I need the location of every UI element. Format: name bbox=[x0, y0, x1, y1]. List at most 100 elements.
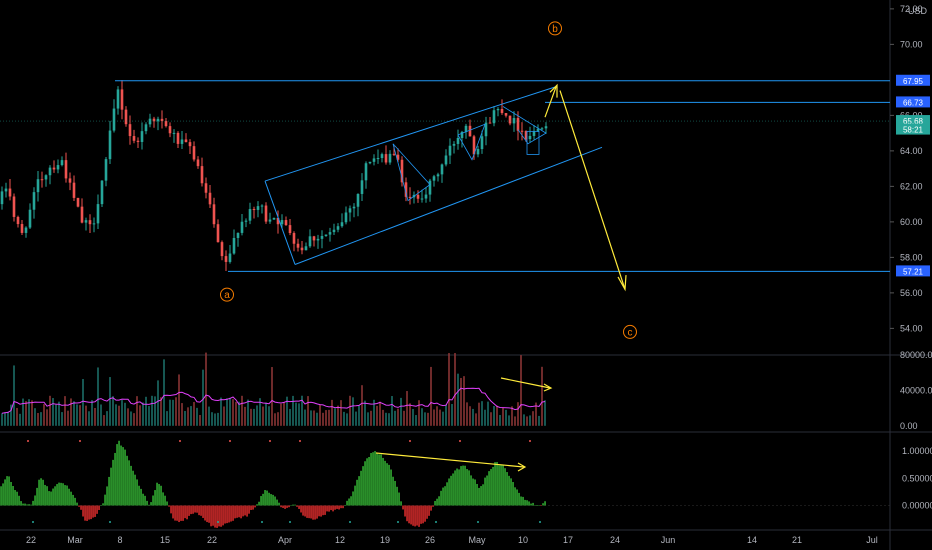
volume-bar bbox=[247, 399, 249, 426]
oscillator-bar bbox=[426, 505, 428, 519]
volume-bar bbox=[139, 405, 141, 426]
time-tick-label: 10 bbox=[518, 535, 528, 545]
oscillator-bar bbox=[130, 465, 132, 506]
oscillator-bar bbox=[246, 505, 248, 517]
volume-tick-label: 40000.00 bbox=[900, 385, 932, 395]
volume-bar bbox=[349, 395, 351, 426]
candle-body bbox=[28, 209, 32, 228]
volume-bar bbox=[529, 415, 531, 426]
oscillator-bar bbox=[16, 491, 18, 506]
candle-body bbox=[388, 153, 392, 163]
candle-body bbox=[20, 224, 24, 233]
candle-body bbox=[376, 158, 380, 160]
candle-body bbox=[340, 222, 344, 227]
price-tick-label: 58.00 bbox=[900, 252, 923, 262]
oscillator-bar bbox=[328, 505, 330, 512]
candle-body bbox=[528, 135, 532, 140]
projection-arrow-up[interactable] bbox=[544, 86, 557, 118]
channel-edge-line[interactable] bbox=[264, 180, 296, 265]
oscillator-bar bbox=[380, 454, 382, 506]
oscillator-bar bbox=[96, 505, 98, 514]
oscillator-bar bbox=[332, 505, 334, 512]
oscillator-pane[interactable] bbox=[0, 440, 890, 528]
oscillator-bar bbox=[424, 505, 426, 522]
volume-bar bbox=[460, 377, 462, 426]
time-scale[interactable]: 22 Mar 8 15 22 Apr 12 19 26 May 10 17 24 Jun 14 21 Jul bbox=[26, 535, 878, 545]
oscillator-bar bbox=[500, 464, 502, 506]
signal-dot bbox=[269, 440, 271, 442]
drawing-tools-layer[interactable]: a b c bbox=[115, 21, 890, 472]
oscillator-bar bbox=[170, 505, 172, 514]
volume-bar bbox=[490, 412, 492, 426]
candle-body bbox=[12, 196, 16, 217]
volume-bar bbox=[208, 406, 210, 426]
volume-bar bbox=[205, 352, 207, 426]
candle-body bbox=[408, 196, 412, 198]
candle-body bbox=[420, 198, 424, 200]
wedge-pattern[interactable] bbox=[502, 106, 547, 145]
volume-bar bbox=[193, 401, 195, 426]
volume-bar bbox=[52, 398, 54, 426]
oscillator-bar bbox=[192, 505, 194, 514]
candle-body bbox=[200, 166, 204, 184]
oscillator-bar bbox=[224, 505, 226, 524]
volume-bar bbox=[376, 405, 378, 426]
candle-body bbox=[364, 163, 368, 181]
price-pane[interactable] bbox=[0, 80, 890, 272]
oscillator-bar bbox=[344, 505, 346, 506]
volume-bar bbox=[388, 413, 390, 426]
oscillator-bar bbox=[282, 505, 284, 508]
projection-arrow-down[interactable] bbox=[559, 90, 626, 290]
oscillator-bar bbox=[162, 492, 164, 506]
oscillator-bar bbox=[394, 480, 396, 506]
oscillator-bar bbox=[8, 476, 10, 506]
candle-body bbox=[460, 131, 464, 139]
oscillator-bar bbox=[496, 461, 498, 506]
volume-bar bbox=[424, 412, 426, 426]
oscillator-bar bbox=[516, 489, 518, 506]
oscillator-bar bbox=[18, 495, 20, 506]
oscillator-bar bbox=[254, 505, 256, 508]
channel-lower-line[interactable] bbox=[294, 146, 603, 265]
oscillator-bar bbox=[352, 491, 354, 506]
volume-bar bbox=[412, 408, 414, 426]
oscillator-bar bbox=[326, 505, 328, 512]
consolidation-box[interactable] bbox=[526, 130, 540, 155]
oscillator-bar bbox=[190, 505, 192, 515]
oscillator-bar bbox=[70, 491, 72, 506]
oscillator-bar bbox=[378, 454, 380, 506]
price-scale[interactable]: USD 72.0070.0066.0064.0062.0060.0058.005… bbox=[890, 4, 932, 511]
volume-bar bbox=[76, 404, 78, 426]
oscillator-bar bbox=[420, 505, 422, 524]
oscillator-bar bbox=[324, 505, 326, 515]
volume-pane[interactable] bbox=[1, 352, 546, 426]
volume-bar bbox=[55, 404, 57, 426]
volume-bar bbox=[328, 409, 330, 426]
volume-bar bbox=[445, 404, 447, 426]
wedge-pattern[interactable] bbox=[457, 123, 486, 161]
volume-bar bbox=[49, 395, 51, 426]
oscillator-bar bbox=[292, 504, 294, 506]
price-tick-label: 54.00 bbox=[900, 323, 923, 333]
volume-bar bbox=[154, 396, 156, 426]
time-tick-label: 22 bbox=[207, 535, 217, 545]
volume-bar bbox=[292, 395, 294, 426]
candle-body bbox=[524, 131, 528, 140]
oscillator-divergence-arrow[interactable] bbox=[375, 452, 525, 468]
signal-dot bbox=[229, 440, 231, 442]
wedge-pattern[interactable] bbox=[392, 143, 431, 202]
oscillator-bar bbox=[320, 505, 322, 517]
oscillator-bar bbox=[528, 501, 530, 506]
price-tag bbox=[896, 74, 930, 86]
volume-bar bbox=[229, 397, 231, 426]
volume-bar bbox=[400, 397, 402, 426]
volume-divergence-arrow[interactable] bbox=[500, 377, 551, 389]
volume-bar bbox=[541, 366, 543, 426]
oscillator-bar bbox=[182, 505, 184, 521]
time-tick-label: 24 bbox=[610, 535, 620, 545]
oscillator-bar bbox=[464, 465, 466, 506]
volume-bar bbox=[202, 369, 204, 426]
channel-upper-line[interactable] bbox=[264, 86, 556, 182]
volume-bar bbox=[91, 400, 93, 426]
